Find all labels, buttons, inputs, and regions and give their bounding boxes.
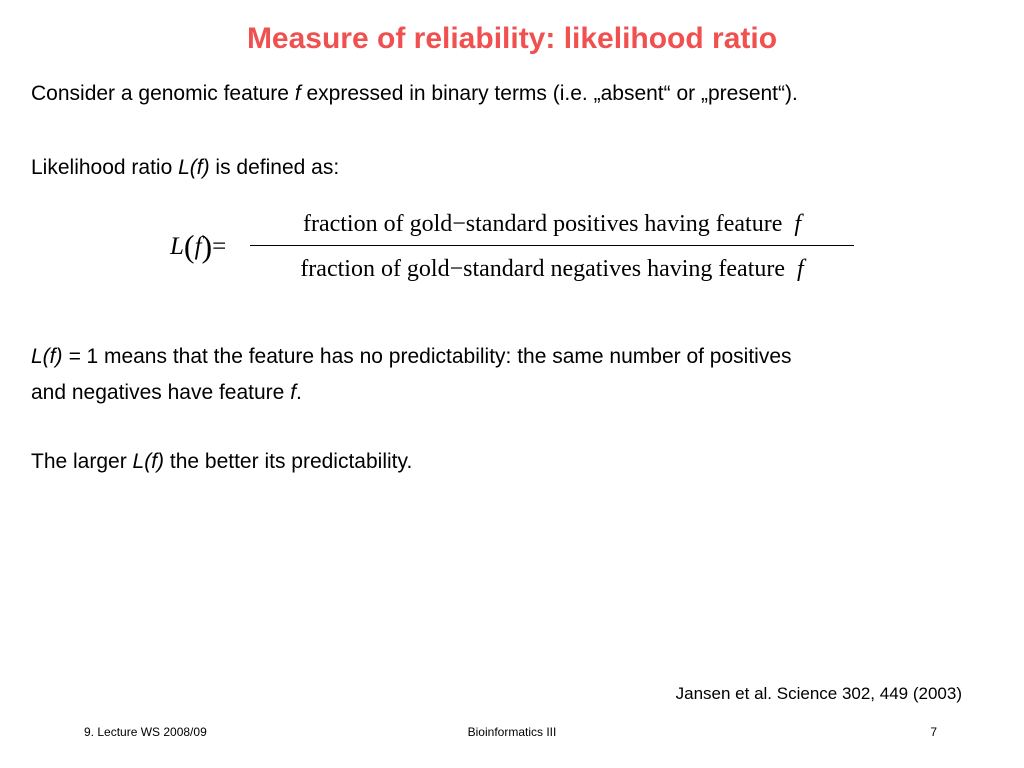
likelihood-variable: L(f) bbox=[178, 156, 210, 179]
formula-close-paren: ) bbox=[201, 228, 213, 264]
intro-text-end: expressed in binary terms (i.e. „absent“… bbox=[300, 82, 798, 105]
formula-denominator: fraction of gold−standard negatives havi… bbox=[250, 250, 854, 288]
interpretation-line2-start: and negatives have feature bbox=[31, 381, 291, 404]
definition-text-start: Likelihood ratio bbox=[31, 156, 179, 179]
intro-paragraph: Consider a genomic feature f expressed i… bbox=[31, 82, 798, 106]
formula-f: f bbox=[194, 233, 202, 260]
predictability-paragraph: The larger L(f) the better its predictab… bbox=[31, 450, 412, 474]
denominator-text: fraction of gold−standard negatives havi… bbox=[300, 256, 785, 282]
formula-open-paren: ( bbox=[183, 228, 195, 264]
formula-L: L bbox=[170, 233, 184, 260]
numerator-text: fraction of gold−standard positives havi… bbox=[302, 211, 783, 237]
definition-paragraph: Likelihood ratio L(f) is defined as: bbox=[31, 156, 339, 180]
footer-page-number: 7 bbox=[930, 725, 937, 739]
slide-title: Measure of reliability: likelihood ratio bbox=[246, 22, 778, 55]
lf-equals: L(f) = bbox=[31, 345, 87, 368]
likelihood-formula: L(f)= fraction of gold−standard positive… bbox=[170, 205, 870, 295]
definition-text-end: is defined as: bbox=[209, 156, 340, 179]
predictability-text-start: The larger bbox=[31, 450, 133, 473]
formula-numerator: fraction of gold−standard positives havi… bbox=[250, 205, 854, 243]
interpretation-var: f bbox=[290, 381, 297, 404]
denominator-var: f bbox=[797, 256, 804, 282]
numerator-var: f bbox=[794, 211, 802, 237]
footer-course: Bioinformatics III bbox=[467, 725, 557, 739]
formula-fraction: fraction of gold−standard positives havi… bbox=[250, 205, 854, 288]
footer-lecture: 9. Lecture WS 2008/09 bbox=[84, 725, 207, 739]
formula-equals: = bbox=[212, 233, 227, 260]
feature-variable: f bbox=[294, 82, 301, 105]
predictability-text-end: the better its predictability. bbox=[164, 450, 413, 473]
intro-text-start: Consider a genomic feature bbox=[31, 82, 295, 105]
fraction-bar bbox=[250, 245, 854, 246]
interpretation-paragraph: L(f) = 1 means that the feature has no p… bbox=[31, 339, 792, 411]
interpretation-line2-end: . bbox=[296, 381, 302, 404]
interpretation-line1: 1 means that the feature has no predicta… bbox=[86, 345, 792, 368]
predictability-var: L(f) bbox=[132, 450, 165, 473]
citation: Jansen et al. Science 302, 449 (2003) bbox=[675, 684, 962, 703]
formula-lhs: L(f)= bbox=[170, 228, 226, 265]
